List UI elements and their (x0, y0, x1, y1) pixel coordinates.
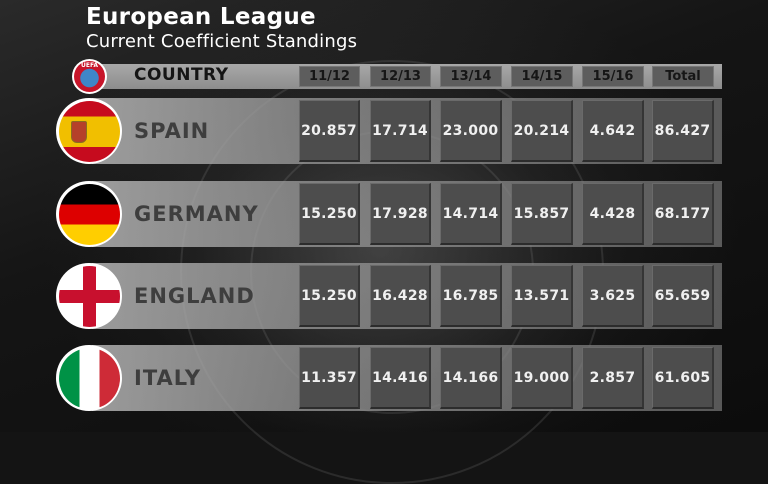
cell-total: 61.605 (652, 347, 714, 409)
column-header-12-13: 12/13 (370, 66, 431, 87)
cell-value: 14.714 (440, 183, 502, 245)
cell-value: 15.250 (299, 183, 360, 245)
cell-total: 68.177 (652, 183, 714, 245)
page-title: European League (86, 4, 316, 30)
page-subtitle: Current Coefficient Standings (86, 31, 358, 52)
uefa-logo-icon: UEFA (72, 59, 107, 94)
column-header-11-12: 11/12 (299, 66, 360, 87)
cell-total: 86.427 (652, 100, 714, 162)
cell-value: 23.000 (440, 100, 502, 162)
cell-total: 65.659 (652, 265, 714, 327)
cell-value: 20.857 (299, 100, 360, 162)
cell-value: 16.785 (440, 265, 502, 327)
country-name: GERMANY (134, 202, 259, 226)
cell-value: 17.928 (370, 183, 431, 245)
cell-value: 4.428 (582, 183, 644, 245)
country-name: ENGLAND (134, 284, 255, 308)
cell-value: 19.000 (511, 347, 573, 409)
cell-value: 2.857 (582, 347, 644, 409)
column-header-13-14: 13/14 (440, 66, 502, 87)
cell-value: 3.625 (582, 265, 644, 327)
cell-value: 14.166 (440, 347, 502, 409)
cell-value: 15.857 (511, 183, 573, 245)
cell-value: 16.428 (370, 265, 431, 327)
column-header-14-15: 14/15 (511, 66, 573, 87)
england-flag-icon (56, 263, 122, 329)
cell-value: 14.416 (370, 347, 431, 409)
italy-flag-icon (56, 345, 122, 411)
column-header-15-16: 15/16 (582, 66, 644, 87)
spain-flag-icon (56, 98, 122, 164)
column-header-total: Total (652, 66, 714, 87)
cell-value: 13.571 (511, 265, 573, 327)
country-name: ITALY (134, 366, 202, 390)
germany-flag-icon (56, 181, 122, 247)
cell-value: 4.642 (582, 100, 644, 162)
cell-value: 17.714 (370, 100, 431, 162)
country-name: SPAIN (134, 119, 210, 143)
cell-value: 11.357 (299, 347, 360, 409)
uefa-logo-text: UEFA (80, 62, 99, 69)
column-header-country: COUNTRY (134, 65, 229, 85)
cell-value: 20.214 (511, 100, 573, 162)
cell-value: 15.250 (299, 265, 360, 327)
